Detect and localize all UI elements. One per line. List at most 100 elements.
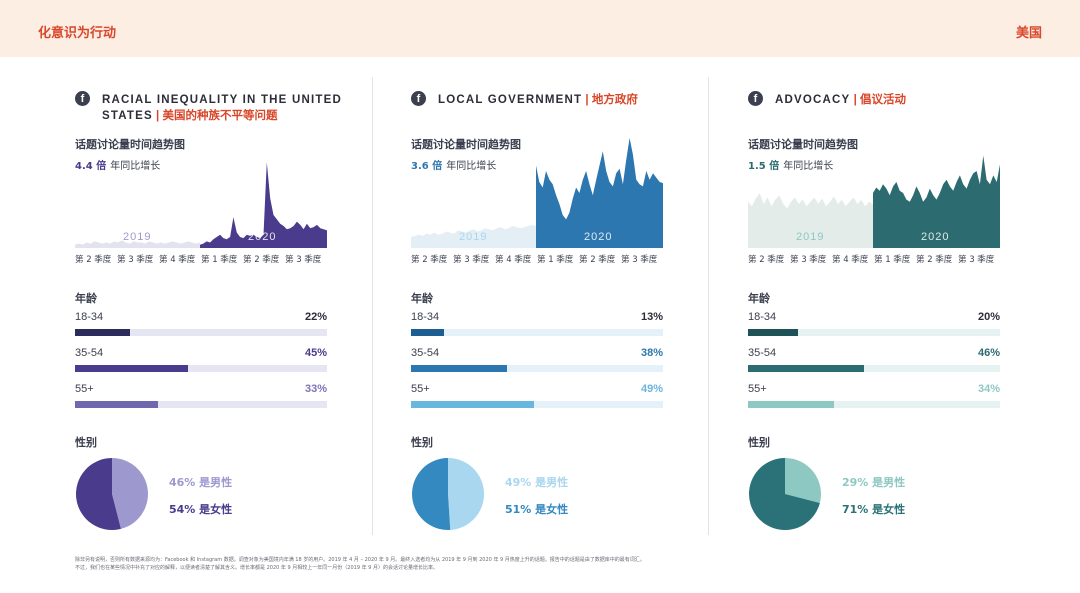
quarter-tick-label: 第 1 季度 — [874, 255, 911, 265]
female-share-label: 54% 是女性 — [169, 503, 233, 516]
age-bar — [411, 401, 535, 408]
age-percent: 33% — [304, 383, 327, 395]
age-bar — [75, 401, 159, 408]
growth-value: 1.5 倍 — [748, 161, 780, 172]
growth-note: 1.5 倍年同比增长 — [748, 157, 833, 172]
year-label-2019: 2019 — [796, 231, 824, 243]
trend-chart: 2019 2020 — [411, 138, 663, 248]
age-label: 18-34 — [411, 311, 440, 323]
age-bar — [75, 365, 189, 372]
footnote-line-1: 除非另有说明，否则所有数据来源均为：Facebook 和 Instagram 数… — [75, 557, 645, 563]
trend-area-2020 — [200, 162, 327, 248]
age-row: 35-54 38% — [411, 347, 663, 377]
title-separator: | — [152, 110, 163, 122]
age-bar — [75, 329, 131, 336]
age-row: 18-34 20% — [748, 311, 1000, 341]
age-bar-track — [75, 365, 327, 372]
panel-title-en: LOCAL GOVERNMENT — [438, 94, 583, 106]
male-share-label: 49% 是男性 — [505, 476, 569, 489]
title-separator: | — [850, 94, 861, 106]
age-bar-track — [748, 365, 1000, 372]
age-row: 35-54 46% — [748, 347, 1000, 377]
age-percent: 13% — [640, 311, 663, 323]
quarter-tick-label: 第 3 季度 — [117, 255, 154, 265]
trend-area-2019 — [75, 240, 200, 248]
age-percent: 45% — [304, 347, 327, 359]
panel-title: RACIAL INEQUALITY IN THE UNITED STATES |… — [102, 92, 362, 124]
age-percent: 22% — [304, 311, 327, 323]
panel-title-zh: 地方政府 — [591, 94, 638, 106]
quarter-tick-label: 第 4 季度 — [832, 255, 869, 265]
age-label: 55+ — [411, 383, 430, 395]
age-label: 18-34 — [748, 311, 777, 323]
year-label-2020: 2020 — [248, 231, 276, 243]
pie-slice-female — [76, 458, 121, 530]
year-label-2020: 2020 — [584, 231, 612, 243]
gender-section-title: 性别 — [75, 436, 97, 449]
pie-slice-male — [448, 458, 485, 530]
age-row: 55+ 34% — [748, 383, 1000, 413]
year-label-2019: 2019 — [459, 231, 487, 243]
gender-pie-chart — [412, 458, 485, 530]
column-divider — [372, 77, 373, 535]
quarter-tick-label: 第 3 季度 — [621, 255, 658, 265]
gender-pie-chart — [749, 458, 822, 530]
facebook-icon: f — [411, 91, 426, 106]
age-label: 35-54 — [748, 347, 777, 359]
age-bar-track — [411, 401, 663, 408]
growth-text: 年同比增长 — [783, 161, 834, 172]
female-share-label: 71% 是女性 — [842, 503, 906, 516]
age-row: 55+ 49% — [411, 383, 663, 413]
facebook-icon: f — [75, 91, 90, 106]
pie-slice-female — [749, 458, 820, 530]
age-bar — [411, 329, 444, 336]
panel-title-en: ADVOCACY — [775, 94, 851, 106]
age-bar-track — [748, 329, 1000, 336]
age-percent: 38% — [640, 347, 663, 359]
title-separator: | — [582, 94, 592, 106]
quarter-tick-label: 第 2 季度 — [243, 255, 280, 265]
panel-advocacy: f ADVOCACY | 倡议活动 2019 2020 话题讨论量时间趋势图 1.5 倍年… — [748, 77, 1038, 537]
trend-chart: 2019 2020 — [75, 162, 327, 248]
panel-title-en: RACIAL INEQUALITY IN THE UNITED STATES — [102, 94, 342, 122]
age-label: 18-34 — [75, 311, 104, 323]
growth-value: 3.6 倍 — [411, 161, 443, 172]
quarter-tick-label: 第 3 季度 — [790, 255, 827, 265]
panel-title-zh: 美国的种族不平等问题 — [162, 110, 278, 122]
trend-area-2019 — [411, 224, 536, 248]
age-bar — [748, 329, 799, 336]
quarter-tick-label: 第 1 季度 — [537, 255, 574, 265]
age-bar-track — [411, 329, 663, 336]
age-row: 35-54 45% — [75, 347, 327, 377]
trend-label: 话题讨论量时间趋势图 — [75, 138, 185, 151]
age-label: 55+ — [75, 383, 94, 395]
growth-text: 年同比增长 — [446, 161, 497, 172]
age-bar — [748, 365, 864, 372]
page-title: 化意识为行动 — [38, 26, 117, 41]
age-bar — [411, 365, 507, 372]
footnote-line-2: 不过，我们也在某些情况中补充了对应的解释，以便读者清楚了解其含义。增长率都是 2… — [75, 565, 438, 571]
pie-slice-male — [785, 458, 822, 503]
gender-pie-chart — [76, 458, 149, 530]
quarter-tick-label: 第 2 季度 — [411, 255, 448, 265]
quarter-tick-label: 第 2 季度 — [579, 255, 616, 265]
trend-area-2019 — [748, 193, 873, 248]
age-bar-track — [411, 365, 663, 372]
male-share-label: 46% 是男性 — [169, 476, 233, 489]
trend-chart: 2019 2020 — [748, 155, 1000, 248]
pie-slice-male — [112, 458, 149, 529]
quarter-tick-label: 第 1 季度 — [201, 255, 238, 265]
year-label-2019: 2019 — [123, 231, 151, 243]
growth-value: 4.4 倍 — [75, 161, 107, 172]
age-label: 35-54 — [411, 347, 440, 359]
panel-racial-inequality: f RACIAL INEQUALITY IN THE UNITED STATES … — [75, 77, 365, 537]
female-share-label: 51% 是女性 — [505, 503, 569, 516]
page-header: 化意识为行动 美国 — [0, 0, 1080, 57]
growth-text: 年同比增长 — [110, 161, 161, 172]
age-bar-track — [75, 329, 327, 336]
quarter-tick-label: 第 3 季度 — [285, 255, 322, 265]
age-section-title: 年龄 — [748, 292, 770, 305]
quarter-tick-label: 第 4 季度 — [159, 255, 196, 265]
pie-slice-female — [412, 458, 451, 530]
footnote: 除非另有说明，否则所有数据来源均为：Facebook 和 Instagram 数… — [75, 556, 645, 572]
